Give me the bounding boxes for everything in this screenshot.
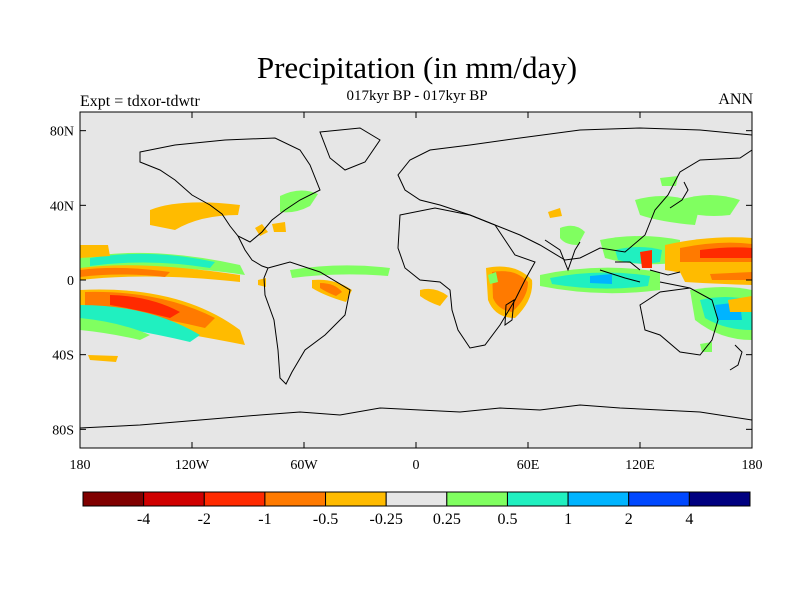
colorbar-box	[506, 491, 569, 507]
coastline-australia	[639, 287, 719, 356]
anomaly-field	[680, 195, 740, 216]
coastline-central-america	[237, 235, 269, 269]
colorbar-label: -1	[258, 511, 271, 528]
lon-tick-label: 0	[413, 458, 420, 473]
colorbar-label: -0.25	[370, 511, 403, 528]
anomaly-field	[710, 272, 752, 280]
colorbar-box	[203, 491, 266, 507]
latitude-axis: 80N 40N 0 40S 80S	[50, 125, 752, 438]
colorbar-box	[688, 491, 751, 507]
anomaly-field	[88, 355, 118, 362]
lon-tick-label: 60W	[290, 458, 318, 473]
anomaly-field	[90, 253, 215, 268]
anomaly-fields	[80, 176, 752, 362]
anomaly-field	[255, 224, 268, 236]
coastline-japan	[669, 181, 689, 209]
lat-tick-label: 0	[67, 274, 74, 289]
anomaly-field	[290, 265, 390, 278]
colorbar-box	[446, 491, 508, 507]
colorbar-box	[264, 491, 327, 507]
plot-title: Precipitation (in mm/day)	[256, 50, 578, 85]
anomaly-field	[320, 283, 342, 296]
anomaly-field	[560, 225, 585, 245]
colorbar-label: -2	[198, 511, 211, 528]
coastline-islands	[599, 261, 691, 289]
coastline-india	[544, 239, 581, 272]
colorbar-label: 0.5	[497, 511, 517, 528]
lon-tick-label: 120W	[175, 458, 210, 473]
anomaly-field	[420, 288, 448, 306]
experiment-label: Expt = tdxor-tdwtr	[80, 93, 200, 110]
colorbar-label: 4	[685, 511, 693, 528]
colorbar-box	[385, 491, 448, 507]
lat-tick-label: 80N	[50, 125, 74, 140]
colorbar-box	[82, 491, 145, 507]
lon-tick-label: 60E	[517, 458, 540, 473]
colorbar-label: -4	[137, 511, 150, 528]
coastline-greenland	[319, 127, 381, 171]
colorbar-box	[628, 491, 690, 507]
plot-subtitle: 017kyr BP - 017kyr BP	[346, 88, 488, 104]
colorbar: -4 -2 -1 -0.5 -0.25 0.25 0.5 1 2 4	[82, 491, 751, 528]
anomaly-field	[590, 274, 612, 284]
lon-tick-label: 180	[742, 458, 763, 473]
coastline-new-zealand	[729, 344, 743, 371]
anomaly-field	[492, 271, 528, 312]
colorbar-box	[325, 491, 387, 507]
anomaly-field	[150, 202, 240, 230]
colorbar-box	[567, 491, 630, 507]
anomaly-field	[80, 305, 200, 342]
coastlines	[80, 127, 752, 429]
coastline-south-america	[263, 261, 351, 385]
coastline-madagascar	[504, 299, 515, 327]
lon-tick-label: 120E	[625, 458, 655, 473]
anomaly-field	[110, 295, 180, 318]
colorbar-label: 1	[564, 511, 572, 528]
anomaly-field	[640, 250, 652, 268]
coastline-north-america	[139, 137, 321, 243]
lat-tick-label: 80S	[52, 423, 74, 438]
anomaly-field	[548, 208, 562, 218]
colorbar-label: 2	[625, 511, 633, 528]
lat-tick-label: 40N	[50, 199, 74, 214]
anomaly-field	[272, 222, 286, 232]
anomaly-field	[80, 318, 150, 340]
colorbar-label: -0.5	[313, 511, 338, 528]
coastline-antarctica	[80, 404, 752, 429]
anomaly-field	[80, 267, 170, 277]
anomaly-field	[488, 272, 498, 284]
anomaly-field	[728, 296, 752, 312]
lat-tick-label: 40S	[52, 349, 74, 364]
anomaly-field	[700, 247, 752, 258]
lon-tick-label: 180	[70, 458, 91, 473]
colorbar-box	[143, 491, 205, 507]
longitude-axis: 180 120W 60W 0 60E 120E 180	[70, 112, 763, 473]
anomaly-field	[80, 245, 110, 258]
coastline-africa	[397, 207, 536, 349]
season-label: ANN	[718, 91, 753, 108]
colorbar-label: 0.25	[433, 511, 461, 528]
